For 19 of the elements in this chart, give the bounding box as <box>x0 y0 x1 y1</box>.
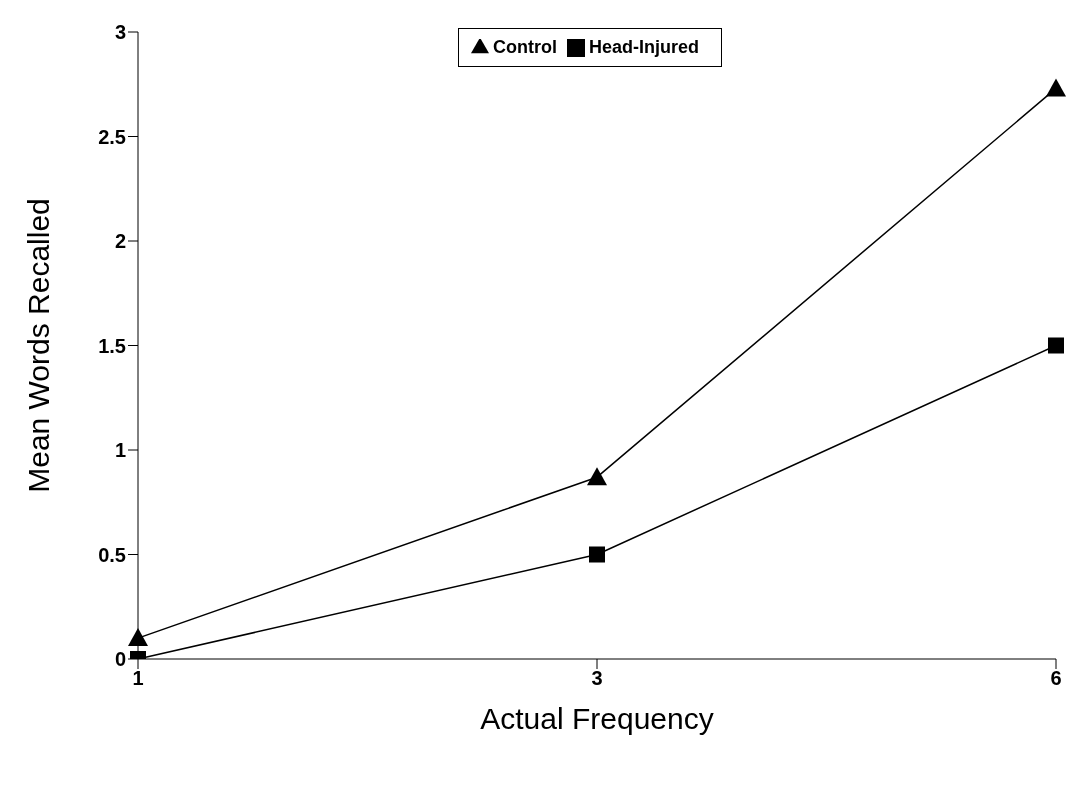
point <box>589 546 605 563</box>
y-tick-label: 1 <box>114 439 126 462</box>
legend-label: Control <box>493 37 557 57</box>
point <box>128 628 148 647</box>
y-tick-label: 2 <box>114 230 126 253</box>
y-tick-label: 1.5 <box>98 334 126 357</box>
x-axis-title: Actual Frequency <box>480 702 714 735</box>
y-tick-label: 0 <box>114 648 126 671</box>
x-tick-label: 1 <box>132 667 144 690</box>
point <box>587 467 607 486</box>
y-tick-label: 0.5 <box>98 543 126 566</box>
y-tick-label: 2.5 <box>98 125 126 148</box>
point <box>1048 337 1064 354</box>
y-tick-label: 3 <box>114 21 126 44</box>
legend-label: Head-Injured <box>588 37 699 57</box>
x-tick-label: 3 <box>591 667 603 690</box>
x-tick-label: 6 <box>1050 667 1062 690</box>
y-axis-title: Mean Words Recalled <box>21 198 55 493</box>
point <box>1046 78 1066 97</box>
